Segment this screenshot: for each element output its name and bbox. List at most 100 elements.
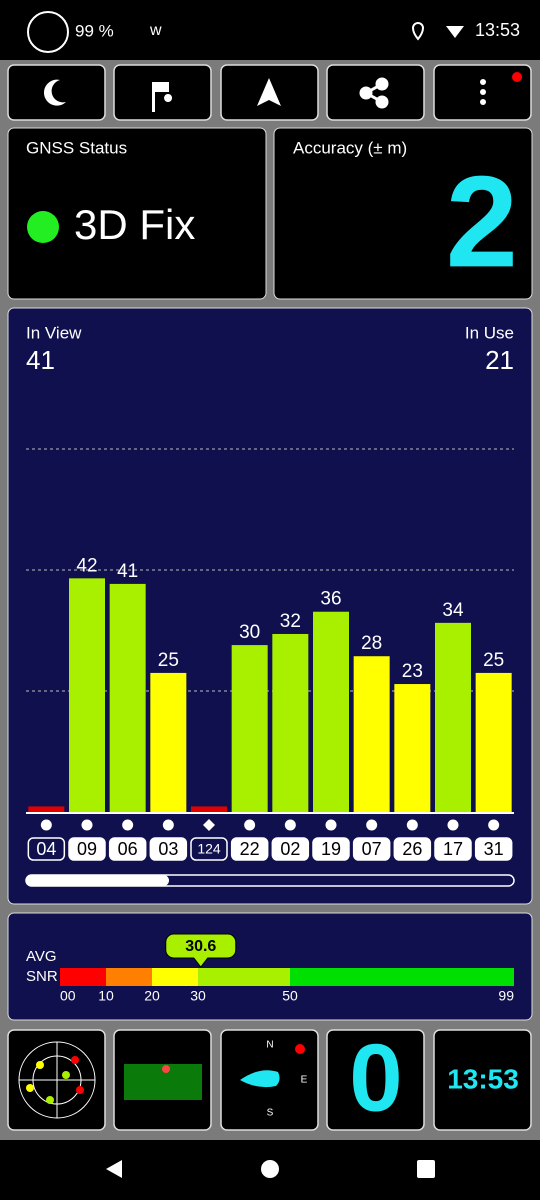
value-label: 36 (320, 589, 341, 610)
bar (28, 806, 65, 812)
speed: 0 (349, 1024, 402, 1131)
snr-value: 30.6 (185, 938, 216, 955)
snr-label: AVG (26, 948, 57, 965)
marker (284, 819, 296, 831)
scroll-thumb[interactable] (26, 875, 169, 886)
moon-icon (43, 79, 66, 106)
marker (488, 819, 500, 831)
value-label: 41 (117, 561, 138, 582)
snr-segment (60, 968, 106, 986)
category-box (68, 837, 106, 861)
value-label: 34 (442, 600, 464, 621)
bar (475, 672, 512, 812)
category-box (190, 837, 228, 861)
marker (366, 819, 378, 831)
snr-segment (198, 968, 290, 986)
menu-icon (480, 79, 486, 105)
recents-button[interactable] (417, 1160, 435, 1178)
category-label: 06 (118, 839, 138, 859)
home-button[interactable] (261, 1160, 279, 1178)
snr-tick-label: 00 (60, 988, 76, 1004)
category-box (474, 837, 513, 861)
category-label: 07 (362, 839, 382, 859)
tile-clock: 13:53 (447, 1063, 519, 1094)
battery: 99 % (75, 21, 114, 40)
marker (447, 819, 459, 831)
bar (272, 633, 309, 812)
app-letter: w (149, 22, 162, 39)
category-label: 124 (197, 841, 221, 857)
marker (40, 819, 52, 831)
category-label: 19 (321, 839, 341, 859)
marker (244, 819, 256, 831)
value-label: 32 (280, 611, 301, 632)
in-view-label: In View (26, 323, 82, 342)
snr-tick-label: 50 (282, 988, 298, 1004)
category-label: 26 (402, 839, 422, 859)
snr-tick-label: 10 (98, 988, 114, 1004)
in-view: 41 (26, 345, 55, 375)
compass-s: S (267, 1108, 274, 1119)
accuracy-title: Accuracy (± m) (293, 138, 407, 157)
clock: 13:53 (475, 20, 520, 40)
category-label: 31 (484, 839, 504, 859)
clock-tile[interactable] (433, 1029, 532, 1131)
category-box (108, 837, 147, 861)
category-box (352, 837, 391, 861)
snr-tick-label: 20 (144, 988, 160, 1004)
category-box (312, 837, 350, 861)
compass-dot (295, 1044, 305, 1054)
compass-needle (240, 1070, 280, 1088)
night-button[interactable] (7, 64, 106, 121)
value-label: 30 (239, 622, 260, 643)
bar (150, 672, 187, 812)
bar (69, 578, 105, 812)
marker (122, 819, 134, 831)
location-icon (411, 22, 425, 41)
share-icon (359, 77, 389, 109)
marker (325, 819, 337, 831)
marker (406, 819, 418, 831)
category-box (434, 837, 472, 861)
fix-status: 3D Fix (74, 201, 195, 248)
bar (353, 656, 390, 812)
gnss-title: GNSS Status (26, 138, 127, 157)
marker (162, 819, 174, 831)
category-box (393, 837, 432, 861)
fix-indicator (27, 211, 59, 243)
category-label: 02 (280, 839, 300, 859)
bar (191, 806, 227, 812)
category-box (149, 837, 188, 861)
speed-tile[interactable] (326, 1029, 425, 1131)
value-label: 25 (483, 650, 504, 671)
status-ring (27, 11, 69, 53)
category-label: 03 (158, 839, 178, 859)
tools-button[interactable] (113, 64, 212, 121)
gnss-panel (7, 127, 267, 300)
back-button[interactable] (106, 1160, 122, 1178)
arrow-icon (257, 78, 281, 106)
accuracy-value: 2 (446, 148, 518, 294)
accuracy-panel (273, 127, 533, 300)
bar (394, 684, 431, 812)
snr-tick-label: 99 (498, 988, 514, 1004)
category-label: 04 (36, 839, 56, 859)
value-label: 23 (402, 661, 423, 682)
marker (203, 819, 215, 831)
bar (313, 611, 349, 812)
snr-segment (290, 968, 514, 986)
share-button[interactable] (326, 64, 425, 121)
value-label: 42 (76, 555, 97, 576)
value-label: 25 (158, 650, 179, 671)
value-label: 28 (361, 633, 382, 654)
category-box (230, 837, 269, 861)
category-label: 09 (77, 839, 97, 859)
skyplot (18, 1041, 96, 1119)
bar (435, 622, 471, 812)
snr-panel (7, 912, 533, 1021)
category-label: 17 (443, 839, 463, 859)
category-label: 22 (240, 839, 260, 859)
snr-label: SNR (26, 968, 58, 985)
bar (109, 583, 146, 812)
